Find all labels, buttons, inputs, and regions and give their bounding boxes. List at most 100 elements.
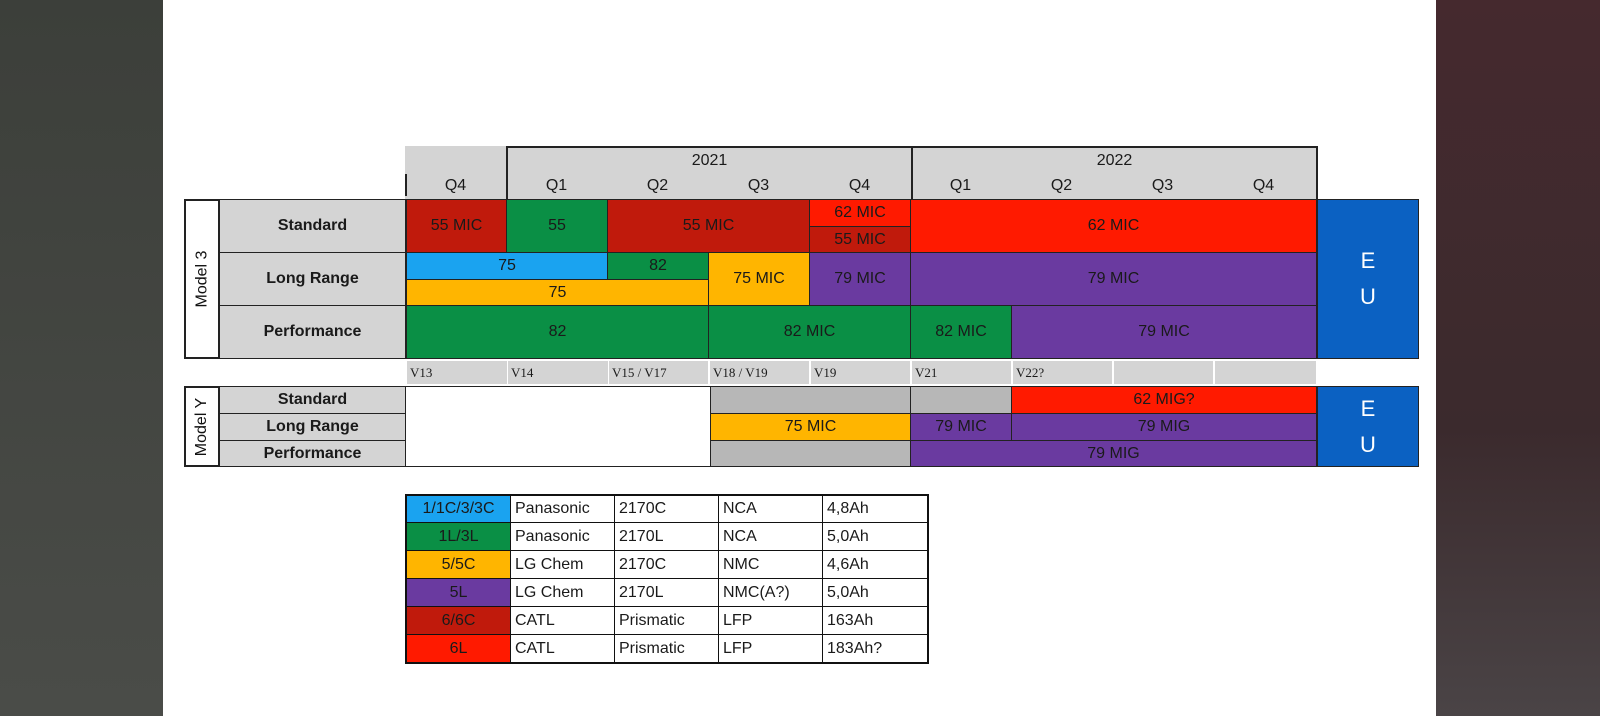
quarter-label: Q4 <box>848 177 871 194</box>
header-divider <box>405 174 407 196</box>
modely-long-range-block: 79 MIC <box>910 413 1012 441</box>
background-right <box>1436 0 1600 716</box>
region-letter: U <box>1360 284 1376 309</box>
year-label: 2021 <box>691 152 728 169</box>
legend-cell: 2170L <box>614 522 719 551</box>
legend-cell: 2170C <box>614 550 719 579</box>
model3-label: Model 3 <box>193 250 211 308</box>
region-letter: E <box>1360 248 1376 273</box>
model3-standard-block: 55 MIC <box>809 226 911 253</box>
version-label: V18 / V19 <box>709 360 810 385</box>
model3-long-range-block: 82 <box>607 252 709 280</box>
modely-row-long-range: Long Range <box>219 413 406 441</box>
model3-standard-block: 55 <box>506 199 608 253</box>
modely-group-label: Model Y <box>184 386 220 467</box>
model3-region-box: E U <box>1317 199 1419 359</box>
modely-row-standard: Standard <box>219 386 406 414</box>
legend-capacity: 5,0Ah <box>822 578 928 607</box>
legend-chemistry: NMC(A?) <box>718 578 823 607</box>
modely-standard-block: 62 MIG? <box>1011 386 1317 414</box>
legend-capacity: 4,8Ah <box>822 495 928 523</box>
header-background <box>405 146 1318 199</box>
modely-label: Model Y <box>193 397 210 456</box>
model3-long-range-block: 75 <box>406 279 709 306</box>
slide: 2021 2022 Q4 Q1 Q2 Q3 Q4 Q1 Q2 Q3 Q4 Mod… <box>163 0 1436 716</box>
legend-cell: 2170C <box>614 495 719 523</box>
legend-cell: Prismatic <box>614 606 719 635</box>
model3-long-range-block: 79 MIC <box>809 252 911 306</box>
model3-performance-block: 82 <box>406 305 709 359</box>
background-left <box>0 0 163 716</box>
legend-chemistry: LFP <box>718 634 823 663</box>
legend-code: 6/6C <box>406 606 511 635</box>
model3-row-long-range: Long Range <box>219 252 406 306</box>
legend-cell: 2170L <box>614 578 719 607</box>
quarter-label: Q4 <box>1252 177 1275 194</box>
legend-chemistry: NMC <box>718 550 823 579</box>
model3-group-label: Model 3 <box>184 199 220 359</box>
header-outline <box>506 146 1318 148</box>
version-empty <box>1113 360 1214 385</box>
quarter-label: Q2 <box>646 177 669 194</box>
modely-row-performance: Performance <box>219 440 406 467</box>
model3-performance-block: 79 MIC <box>1011 305 1317 359</box>
model3-standard-block: 62 MIC <box>809 199 911 227</box>
legend-code: 5/5C <box>406 550 511 579</box>
legend-chemistry: LFP <box>718 606 823 635</box>
header-divider <box>911 146 913 199</box>
year-label: 2022 <box>1096 152 1133 169</box>
legend-code: 1/1C/3/3C <box>406 495 511 523</box>
legend-capacity: 183Ah? <box>822 634 928 663</box>
model3-long-range-block: 75 MIC <box>708 252 810 306</box>
modely-standard-empty <box>710 386 911 414</box>
region-letter: E <box>1360 395 1376 421</box>
legend-capacity: 4,6Ah <box>822 550 928 579</box>
version-label: V13 <box>406 360 508 385</box>
model3-standard-block: 55 MIC <box>607 199 810 253</box>
legend-maker: CATL <box>510 634 615 663</box>
modely-long-range-block: 79 MIG <box>1011 413 1317 441</box>
version-label: V14 <box>507 360 609 385</box>
modely-long-range-block: 75 MIC <box>710 413 911 441</box>
quarter-label: Q3 <box>1151 177 1174 194</box>
legend-capacity: 5,0Ah <box>822 522 928 551</box>
model3-long-range-block: 79 MIC <box>910 252 1317 306</box>
legend-cell: Prismatic <box>614 634 719 663</box>
modely-region-box: E U <box>1317 386 1419 467</box>
modely-empty-area <box>405 386 711 467</box>
legend-maker: Panasonic <box>510 522 615 551</box>
quarter-label: Q3 <box>747 177 770 194</box>
legend-code: 6L <box>406 634 511 663</box>
modely-performance-empty <box>710 440 911 467</box>
quarter-label: Q2 <box>1050 177 1073 194</box>
version-label: V21 <box>911 360 1012 385</box>
legend-chemistry: NCA <box>718 495 823 523</box>
legend-maker: LG Chem <box>510 550 615 579</box>
region-letter: U <box>1360 431 1376 457</box>
model3-performance-block: 82 MIC <box>708 305 911 359</box>
quarter-label: Q4 <box>444 177 467 194</box>
version-label: V15 / V17 <box>608 360 709 385</box>
legend-code: 1L/3L <box>406 522 511 551</box>
model3-long-range-block: 75 <box>406 252 608 280</box>
legend-maker: CATL <box>510 606 615 635</box>
header-divider <box>506 146 508 199</box>
version-label: V22? <box>1012 360 1113 385</box>
model3-standard-block: 55 MIC <box>406 199 507 253</box>
quarter-label: Q1 <box>545 177 568 194</box>
version-label: V19 <box>810 360 911 385</box>
modely-performance-block: 79 MIG <box>910 440 1317 467</box>
version-empty <box>1214 360 1317 385</box>
legend-maker: Panasonic <box>510 495 615 523</box>
quarter-label: Q1 <box>949 177 972 194</box>
legend-capacity: 163Ah <box>822 606 928 635</box>
model3-row-performance: Performance <box>219 305 406 359</box>
modely-standard-empty <box>910 386 1012 414</box>
model3-row-standard: Standard <box>219 199 406 253</box>
model3-standard-block: 62 MIC <box>910 199 1317 253</box>
legend-chemistry: NCA <box>718 522 823 551</box>
legend-code: 5L <box>406 578 511 607</box>
model3-performance-block: 82 MIC <box>910 305 1012 359</box>
legend-maker: LG Chem <box>510 578 615 607</box>
header-outline <box>1316 146 1318 199</box>
